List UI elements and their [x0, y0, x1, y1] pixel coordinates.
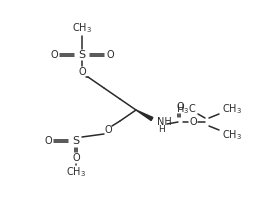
Text: O: O [44, 136, 52, 146]
Text: CH$_3$: CH$_3$ [72, 21, 92, 35]
Text: CH$_3$: CH$_3$ [222, 102, 242, 116]
Text: CH$_3$: CH$_3$ [66, 165, 86, 179]
Text: O: O [104, 125, 112, 135]
Text: O: O [72, 153, 80, 163]
Text: S: S [72, 136, 80, 146]
Text: NH: NH [157, 117, 172, 127]
Text: H: H [158, 126, 165, 134]
Text: O: O [189, 117, 197, 127]
Polygon shape [136, 110, 153, 121]
Text: CH$_3$: CH$_3$ [222, 128, 242, 142]
Text: O: O [50, 50, 58, 60]
Text: O: O [78, 67, 86, 77]
Text: O: O [176, 102, 184, 112]
Text: S: S [78, 50, 85, 60]
Text: H$_3$C: H$_3$C [176, 102, 196, 116]
Text: O: O [106, 50, 114, 60]
